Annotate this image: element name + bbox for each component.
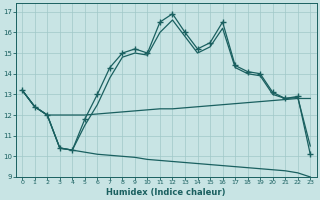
X-axis label: Humidex (Indice chaleur): Humidex (Indice chaleur) <box>107 188 226 197</box>
